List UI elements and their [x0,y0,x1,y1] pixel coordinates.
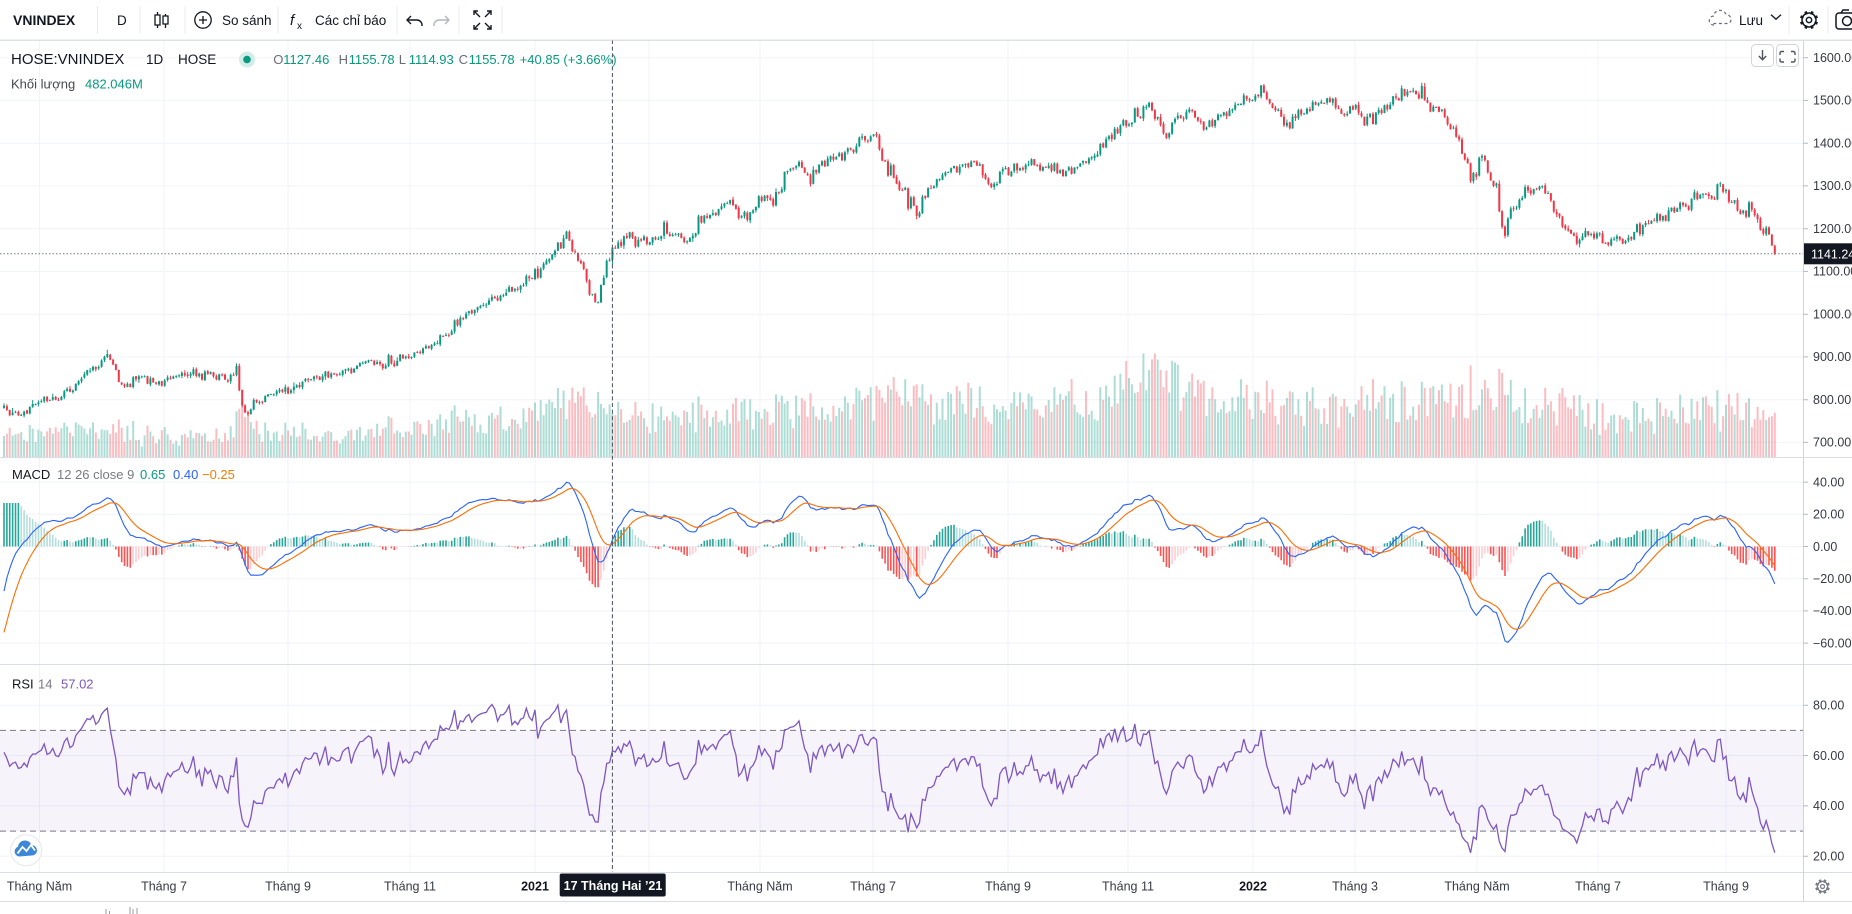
svg-text:1141.24: 1141.24 [1811,248,1852,262]
svg-text:1000.00: 1000.00 [1813,308,1852,322]
svg-text:1300.00: 1300.00 [1813,179,1852,193]
svg-text:VNINDEX: VNINDEX [13,12,76,28]
svg-text:40.00: 40.00 [1813,475,1844,489]
svg-text:Tháng 9: Tháng 9 [265,880,311,894]
svg-text:+40.85 (+3.66%): +40.85 (+3.66%) [520,52,617,67]
svg-text:−0.25: −0.25 [202,467,235,482]
svg-text:1600.00: 1600.00 [1813,51,1852,65]
svg-text:−60.00: −60.00 [1813,636,1852,650]
svg-text:12 26 close 9: 12 26 close 9 [57,467,134,482]
svg-text:f: f [290,12,296,29]
svg-text:Tháng Năm: Tháng Năm [7,880,72,894]
svg-text:482.046M: 482.046M [85,77,143,92]
svg-text:900.00: 900.00 [1813,350,1851,364]
svg-text:Các chỉ báo: Các chỉ báo [315,13,386,28]
svg-text:700.00: 700.00 [1813,436,1851,450]
svg-text:0.40: 0.40 [173,467,198,482]
svg-text:Tháng 7: Tháng 7 [141,880,187,894]
svg-text:Lưu: Lưu [1739,13,1763,28]
svg-text:1114.93: 1114.93 [409,52,454,67]
svg-text:RSI: RSI [12,677,34,692]
svg-text:Tháng 9: Tháng 9 [985,880,1031,894]
svg-text:0.00: 0.00 [1813,540,1837,554]
svg-text:0.65: 0.65 [140,467,165,482]
svg-text:So sánh: So sánh [222,13,272,28]
svg-text:Tháng Năm: Tháng Năm [1444,880,1509,894]
svg-text:1D: 1D [146,52,164,67]
svg-text:20.00: 20.00 [1813,850,1844,864]
svg-text:Tháng 9: Tháng 9 [1703,880,1749,894]
svg-text:17 Tháng Hai ’21: 17 Tháng Hai ’21 [564,879,663,893]
svg-text:40.00: 40.00 [1813,799,1844,813]
svg-text:1100.00: 1100.00 [1813,265,1852,279]
svg-text:57.02: 57.02 [61,677,94,692]
svg-text:Tháng 3: Tháng 3 [1332,880,1378,894]
svg-text:Khối lượng: Khối lượng [11,77,75,92]
svg-text:D: D [117,13,127,28]
svg-text:2021: 2021 [521,880,549,894]
svg-text:C: C [459,52,468,67]
svg-text:Tháng 11: Tháng 11 [1102,880,1154,894]
svg-text:1200.00: 1200.00 [1813,222,1852,236]
svg-text:MACD: MACD [12,467,50,482]
svg-text:Tháng 7: Tháng 7 [1575,880,1621,894]
svg-text:L: L [399,52,406,67]
svg-text:−40.00: −40.00 [1813,604,1852,618]
svg-text:H: H [339,52,348,67]
svg-text:HOSE: HOSE [178,52,216,67]
svg-text:2022: 2022 [1239,880,1267,894]
svg-text:1500.00: 1500.00 [1813,94,1852,108]
svg-text:20.00: 20.00 [1813,508,1844,522]
svg-text:−20.00: −20.00 [1813,572,1852,586]
svg-text:1155.78: 1155.78 [469,52,515,67]
svg-text:14: 14 [38,677,52,692]
svg-text:Tháng Năm: Tháng Năm [727,880,792,894]
svg-text:1400.00: 1400.00 [1813,137,1852,151]
svg-text:Tháng 11: Tháng 11 [384,880,436,894]
svg-text:60.00: 60.00 [1813,749,1844,763]
svg-text:1127.46: 1127.46 [283,52,329,67]
svg-text:x: x [297,21,302,32]
svg-text:O: O [273,52,283,67]
svg-text:80.00: 80.00 [1813,699,1844,713]
svg-text:HOSE:VNINDEX: HOSE:VNINDEX [11,51,124,68]
svg-text:800.00: 800.00 [1813,393,1851,407]
svg-text:1155.78: 1155.78 [349,52,395,67]
svg-text:Tháng 7: Tháng 7 [850,880,896,894]
